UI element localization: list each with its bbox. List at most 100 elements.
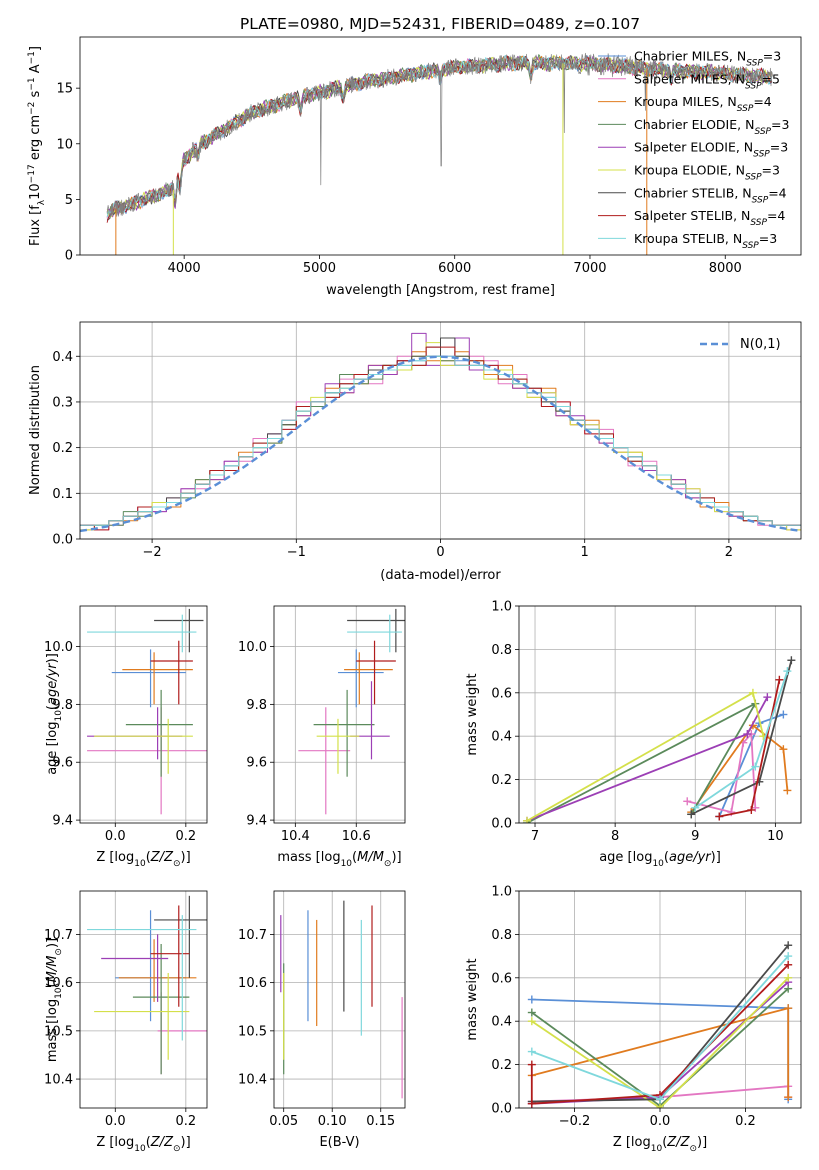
legend-label: Chabrier MILES, NSSP=3 [634,49,781,69]
plot-weight-vs-Z: −0.2 0.0 0.2 0.0 0.2 0.4 0.6 0.8 1.0 [491,885,802,1129]
plus-marker [784,952,793,961]
plus-marker [763,693,772,702]
x-tick-label: 1 [581,545,589,560]
plus-marker [783,667,792,676]
y-tick-label: 10.6 [238,976,267,991]
plus-marker [779,710,788,719]
errorbar-point [356,640,396,705]
axes-frame [273,890,406,1109]
errorbar-point [347,614,402,653]
y-tick-label: 9.4 [246,814,267,829]
y-tick-label: 9.4 [52,814,73,829]
plus-marker [687,810,696,819]
errorbar-point [87,915,197,1041]
plus-marker [527,1017,536,1026]
errorbar-point [344,652,393,705]
errorbar-point [132,944,190,1075]
x-axis-label: Z [log10(Z/Z⊙)] [613,1135,707,1154]
x-tick-label: 10 [767,829,784,844]
y-axis-label-group: mass weight [465,958,480,1040]
x-tick-label: −0.2 [559,1114,591,1129]
plus-marker [656,1104,664,1108]
errorbar-point [337,649,384,708]
x-tick-label: 10.4 [281,829,310,844]
errorbar-point [154,608,204,653]
y-tick-label: 10.5 [44,1024,73,1039]
y-tick-label: 9.8 [52,698,73,713]
errorbar-point [101,934,169,1002]
y-tick-label: 10.6 [44,976,73,991]
plot-area [523,656,796,823]
y-tick-label: 0.6 [491,971,512,986]
x-tick-label: 4000 [168,261,201,276]
plus-marker [527,1047,536,1056]
ticks: 4000 5000 6000 7000 8000 0 5 10 15 [56,82,741,276]
errorbar-point [94,718,193,774]
x-tick-label: 2 [725,545,733,560]
plus-marker [691,803,700,812]
y-tick-label: 0.6 [491,686,512,701]
ticks: 7 8 9 10 0.0 0.2 0.4 0.6 0.8 1.0 [491,600,783,845]
y-tick-label: 9.6 [52,756,73,771]
plus-marker [748,688,757,697]
plus-marker [656,1095,664,1104]
errorbar-point [154,895,207,978]
y-tick-label: 10.0 [238,640,267,655]
x-tick-label: 10.6 [342,829,371,844]
x-tick-label: 7000 [573,261,606,276]
weight-line [531,977,789,1108]
axes-frame [79,890,208,1109]
axes-frame [518,890,802,1109]
x-tick-label: 0 [436,545,444,560]
plus-marker [527,995,536,1004]
plus-marker [775,675,784,684]
y-tick-label: 0.4 [52,350,73,365]
plus-marker [784,973,793,982]
x-axis-label: age [log10(age/yr)] [599,850,721,869]
y-axis-label: Normed distribution [28,365,43,495]
plot-area [80,332,801,533]
x-tick-label: 0.10 [318,1114,347,1129]
weight-line [530,964,789,1105]
errorbar-point [150,640,193,705]
y-tick-label: 5 [65,193,73,208]
legend-label: Kroupa ELODIE, NSSP=3 [634,163,780,183]
ticks: 10.4 10.6 9.4 9.6 9.8 10.0 [238,640,371,844]
plus-marker [523,816,532,823]
x-axis-label: wavelength [Angstrom, rest frame] [326,283,555,298]
y-tick-label: 9.6 [246,756,267,771]
gridlines [274,891,405,1108]
x-axis-label: E(B-V) [319,1135,359,1150]
y-tick-label: 0.2 [491,773,512,788]
x-tick-label: 0.2 [735,1114,756,1129]
ticks: 0.0 0.2 10.4 10.5 10.6 10.7 [44,928,196,1129]
errorbar-point [298,707,351,815]
plus-marker [715,812,724,821]
weight-line [690,724,789,813]
plot-area [280,900,403,1099]
y-axis-label-group: Flux [fλ10−17 erg cm−2 s−1 A−1] [27,46,47,246]
y-tick-label: 0.4 [491,730,512,745]
errorbar-point [111,649,186,708]
axes-frame [273,605,406,824]
y-tick-label: 0.4 [491,1015,512,1030]
x-axis-label: (data-model)/error [380,568,501,583]
x-axis-label: Z [log10(Z/Z⊙)] [96,850,190,869]
y-axis-label-group: Normed distribution [28,365,43,495]
x-tick-label: 0.0 [105,1114,126,1129]
y-tick-label: 0.0 [491,817,512,832]
legend-label: Salpeter STELIB, NSSP=4 [634,208,785,228]
y-tick-label: 10.7 [238,928,267,943]
axes-frame [79,36,802,256]
y-tick-label: 10.5 [238,1024,267,1039]
observed-spectrum-line [106,52,773,218]
axes-frame [79,605,208,824]
y-tick-label: 10 [56,137,73,152]
errorbar-point [87,614,197,653]
y-tick-label: 10.7 [44,928,73,943]
plot-area [87,608,207,815]
legend-label: Kroupa STELIB, NSSP=3 [634,231,777,251]
y-axis-label: mass weight [465,673,480,755]
legend-label: Kroupa MILES, NSSP=4 [634,94,772,114]
errorbar-point [115,910,186,1022]
